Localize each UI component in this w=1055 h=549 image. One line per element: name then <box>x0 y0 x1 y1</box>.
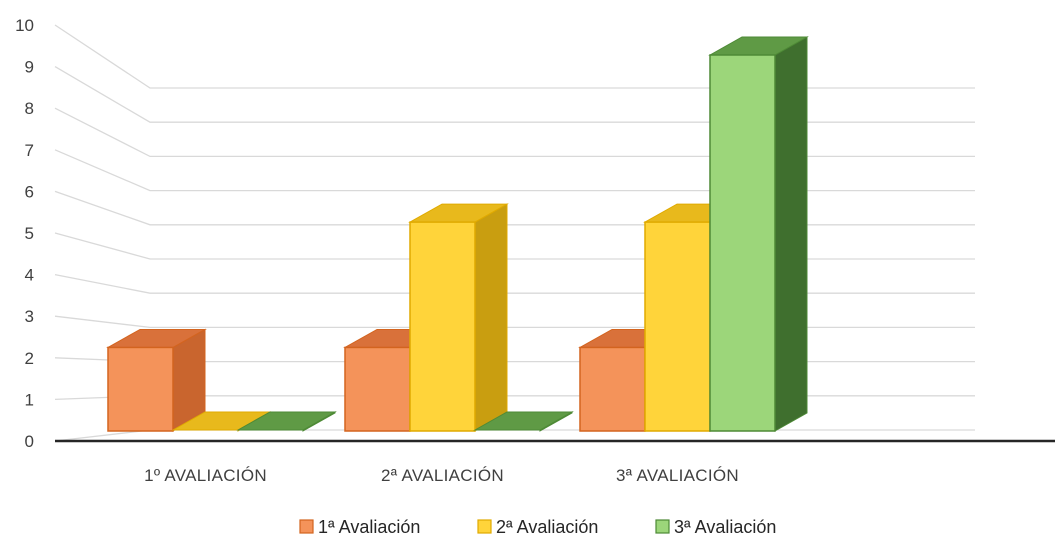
y-tick-label: 0 <box>25 432 34 451</box>
bar-side <box>774 36 808 432</box>
bar-front <box>344 346 411 432</box>
y-tick-label: 9 <box>25 58 34 77</box>
gridline <box>54 107 975 158</box>
y-tick-label: 6 <box>25 182 34 201</box>
gridline <box>54 315 975 329</box>
bar-front <box>409 221 476 432</box>
y-tick-label: 2 <box>25 349 34 368</box>
legend-label: 3ª Avaliación <box>674 517 776 537</box>
bar <box>708 36 809 432</box>
x-category-label: 3ª AVALIACIÓN <box>616 466 739 485</box>
gridline <box>54 429 975 442</box>
bar <box>236 411 337 432</box>
gridline <box>54 24 975 89</box>
gridline <box>54 232 975 260</box>
y-tick-label: 10 <box>15 16 34 35</box>
bar-front <box>709 54 776 432</box>
bar <box>106 328 207 432</box>
legend-swatch <box>299 519 314 534</box>
y-tick-label: 4 <box>25 266 34 285</box>
y-tick-label: 5 <box>25 224 34 243</box>
y-axis-ticks: 0 1 2 3 4 5 6 7 8 9 10 <box>15 16 34 451</box>
y-tick-label: 7 <box>25 141 34 160</box>
gridlines <box>54 24 975 442</box>
bar-front <box>644 221 711 432</box>
gridline <box>54 190 975 226</box>
bar-front <box>579 346 646 432</box>
bar-side <box>474 203 508 432</box>
gridline <box>54 273 975 294</box>
legend-label: 1ª Avaliación <box>318 517 420 537</box>
legend-swatch <box>655 519 670 534</box>
bars <box>106 36 809 432</box>
bar-top <box>473 411 574 431</box>
legend: 1ª Avaliación 2ª Avaliación 3ª Avaliación <box>299 517 776 537</box>
y-tick-label: 1 <box>25 390 34 409</box>
legend-swatch <box>477 519 492 534</box>
x-category-label: 2ª AVALIACIÓN <box>381 466 504 485</box>
legend-label: 2ª Avaliación <box>496 517 598 537</box>
x-category-label: 1º AVALIACIÓN <box>144 466 267 485</box>
gridline <box>54 149 975 192</box>
bar <box>473 411 574 432</box>
gridline <box>54 66 975 123</box>
bar-front <box>107 346 174 432</box>
bar <box>408 203 509 432</box>
bar-top <box>236 411 337 431</box>
y-tick-label: 8 <box>25 99 34 118</box>
y-tick-label: 3 <box>25 307 34 326</box>
x-axis-categories: 1º AVALIACIÓN 2ª AVALIACIÓN 3ª AVALIACIÓN <box>144 466 739 485</box>
